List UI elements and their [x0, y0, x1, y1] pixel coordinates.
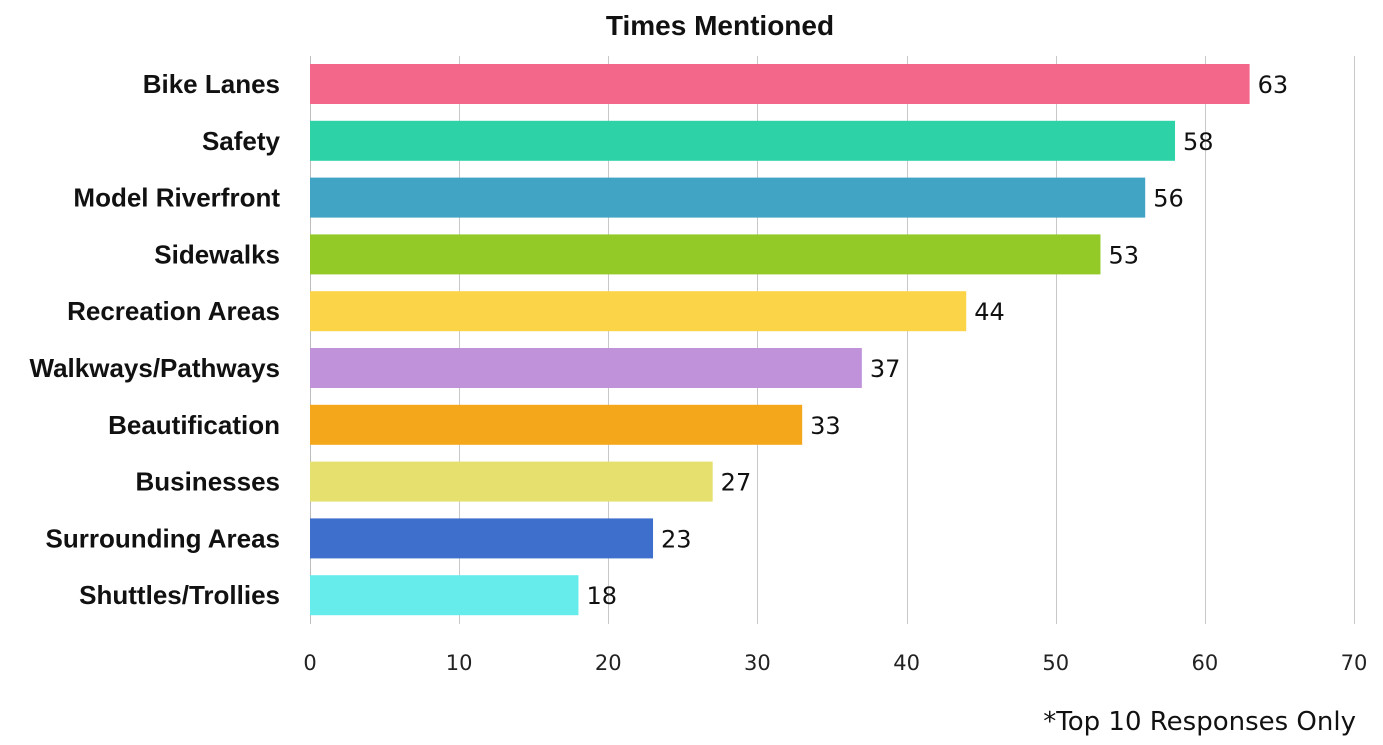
x-tick-label: 70: [1341, 651, 1368, 675]
bar: [310, 291, 967, 332]
bar: [310, 348, 862, 388]
category-label: Safety: [202, 126, 281, 156]
bar: [310, 404, 803, 445]
data-label: 58: [1183, 128, 1214, 156]
bar: [310, 461, 713, 502]
data-label: 27: [721, 469, 752, 497]
data-label: 23: [661, 525, 692, 553]
data-label: 44: [974, 298, 1005, 326]
footnote: *Top 10 Responses Only: [1043, 707, 1356, 737]
data-label: 33: [810, 412, 841, 440]
data-labels: 63 58 56 53 44 37 33 27 23 18: [586, 71, 1288, 610]
x-tick-label: 60: [1191, 651, 1218, 675]
category-label: Bike Lanes: [143, 69, 280, 99]
category-labels: Bike Lanes Safety Model Riverfront Sidewalk…: [30, 69, 281, 610]
x-tick-label: 10: [446, 651, 473, 675]
category-label: Recreation Areas: [67, 296, 280, 326]
bar: [310, 575, 579, 616]
category-label: Walkways/Pathways: [30, 353, 281, 383]
data-label: 53: [1108, 241, 1139, 269]
bar: [310, 518, 654, 559]
data-label: 18: [586, 582, 617, 610]
x-tick-label: 40: [893, 651, 920, 675]
bar: [310, 64, 1250, 104]
x-axis-tick-labels: 0 10 20 30 40 50 60 70: [303, 651, 1367, 675]
chart-title: Times Mentioned: [606, 10, 834, 41]
x-tick-label: 0: [303, 651, 316, 675]
category-label: Surrounding Areas: [45, 523, 280, 553]
bar: [310, 177, 1146, 218]
data-label: 37: [870, 355, 901, 383]
bar: [310, 120, 1176, 161]
category-label: Beautification: [108, 410, 280, 440]
bars: [310, 64, 1250, 616]
category-label: Model Riverfront: [73, 183, 280, 213]
x-tick-label: 20: [595, 651, 622, 675]
bar: [310, 234, 1101, 275]
category-label: Businesses: [135, 467, 280, 497]
category-label: Shuttles/Trollies: [79, 580, 280, 610]
category-label: Sidewalks: [154, 239, 280, 269]
data-label: 63: [1258, 71, 1289, 99]
data-label: 56: [1153, 185, 1184, 213]
x-tick-label: 30: [744, 651, 771, 675]
x-tick-label: 50: [1042, 651, 1069, 675]
